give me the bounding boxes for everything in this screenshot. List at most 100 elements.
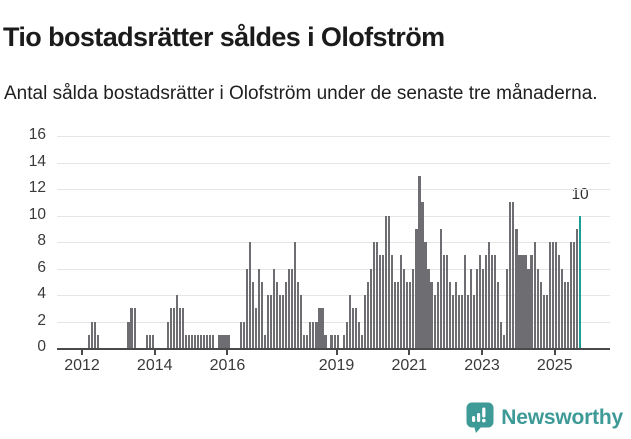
y-axis-tick-label: 4 bbox=[37, 285, 46, 302]
bar bbox=[530, 255, 533, 348]
bar bbox=[209, 334, 212, 348]
chart-subtitle: Antal sålda bostadsrätter i Olofström un… bbox=[4, 83, 598, 104]
y-axis-tick-label: 12 bbox=[28, 179, 46, 196]
bar bbox=[400, 255, 403, 348]
bar bbox=[342, 334, 345, 348]
bar bbox=[369, 268, 373, 348]
bar bbox=[469, 268, 473, 348]
bar bbox=[357, 321, 360, 348]
bar bbox=[263, 334, 266, 348]
bar bbox=[463, 255, 466, 348]
bar bbox=[185, 334, 188, 348]
y-axis-tick-label: 8 bbox=[37, 232, 46, 249]
bar bbox=[375, 242, 379, 348]
bar bbox=[388, 215, 391, 348]
bar bbox=[545, 295, 548, 348]
bar bbox=[385, 215, 388, 348]
bar bbox=[572, 242, 576, 348]
bar bbox=[506, 268, 509, 348]
bar bbox=[403, 268, 406, 348]
bar bbox=[318, 308, 321, 348]
bar bbox=[309, 321, 312, 348]
x-axis-tick bbox=[153, 350, 156, 355]
newsworthy-wordmark: Newsworthy bbox=[501, 405, 623, 429]
bar bbox=[512, 202, 515, 348]
bar bbox=[133, 308, 136, 348]
x-axis-tick-label: 2019 bbox=[318, 357, 355, 374]
bar bbox=[491, 255, 494, 348]
bar bbox=[175, 295, 179, 348]
bar bbox=[300, 295, 303, 348]
bar bbox=[266, 295, 270, 348]
bar bbox=[360, 334, 363, 348]
bar bbox=[445, 255, 448, 348]
newsworthy-logo: Newsworthy bbox=[466, 402, 623, 433]
y-axis-tick-label: 14 bbox=[28, 152, 46, 170]
bar bbox=[394, 281, 397, 348]
bar bbox=[269, 295, 273, 348]
bar bbox=[94, 321, 97, 348]
x-axis-tick bbox=[553, 350, 556, 355]
bar bbox=[130, 308, 133, 348]
gridline bbox=[57, 136, 610, 137]
bar bbox=[324, 334, 327, 348]
bar bbox=[554, 242, 557, 348]
x-axis-tick-label: 2016 bbox=[209, 357, 246, 374]
x-axis-tick-label: 2021 bbox=[391, 357, 428, 374]
bar bbox=[488, 242, 491, 348]
bar bbox=[482, 268, 485, 348]
bar bbox=[354, 308, 357, 348]
x-axis-tick-label: 2025 bbox=[536, 357, 573, 374]
bar bbox=[151, 334, 154, 348]
bar bbox=[372, 242, 376, 348]
bar bbox=[363, 295, 366, 348]
bar bbox=[442, 255, 445, 348]
bar bbox=[251, 281, 254, 348]
chart-plot-area: 10 2012 2014 2016 2019 2021 2023 2025 bbox=[57, 136, 610, 374]
gridline bbox=[57, 268, 610, 270]
bar bbox=[406, 281, 409, 348]
bar bbox=[239, 321, 242, 348]
bar bbox=[451, 295, 454, 348]
bar bbox=[218, 334, 221, 348]
bar bbox=[248, 242, 251, 348]
bar bbox=[542, 295, 545, 348]
bar bbox=[145, 334, 148, 348]
bar bbox=[321, 308, 324, 348]
bar bbox=[521, 255, 524, 348]
bar bbox=[415, 228, 418, 348]
bar bbox=[303, 334, 306, 348]
bar bbox=[497, 281, 500, 348]
bar bbox=[333, 334, 336, 348]
bar bbox=[257, 268, 260, 348]
bar bbox=[382, 255, 385, 348]
bar bbox=[560, 268, 563, 348]
bar bbox=[285, 281, 288, 348]
bar bbox=[288, 268, 291, 348]
bar bbox=[351, 308, 354, 348]
bar bbox=[178, 308, 182, 348]
bar bbox=[182, 308, 185, 348]
bar bbox=[536, 268, 539, 348]
bar bbox=[88, 334, 91, 348]
y-axis-tick-label: 6 bbox=[37, 258, 46, 276]
bar bbox=[569, 242, 573, 348]
bar bbox=[221, 334, 224, 348]
bar bbox=[460, 295, 463, 348]
bar bbox=[466, 295, 470, 348]
bar bbox=[242, 321, 245, 348]
bar bbox=[421, 202, 424, 348]
gridline bbox=[57, 295, 610, 296]
bar bbox=[472, 295, 476, 348]
bar bbox=[166, 321, 170, 348]
bar bbox=[91, 321, 94, 348]
bar bbox=[245, 268, 248, 348]
bar bbox=[430, 281, 433, 348]
bar bbox=[200, 334, 203, 348]
bar bbox=[197, 334, 200, 348]
x-axis-tick bbox=[226, 350, 229, 355]
bar bbox=[291, 268, 294, 348]
bar bbox=[294, 242, 297, 348]
gridline bbox=[57, 189, 610, 190]
gridline bbox=[57, 321, 610, 323]
